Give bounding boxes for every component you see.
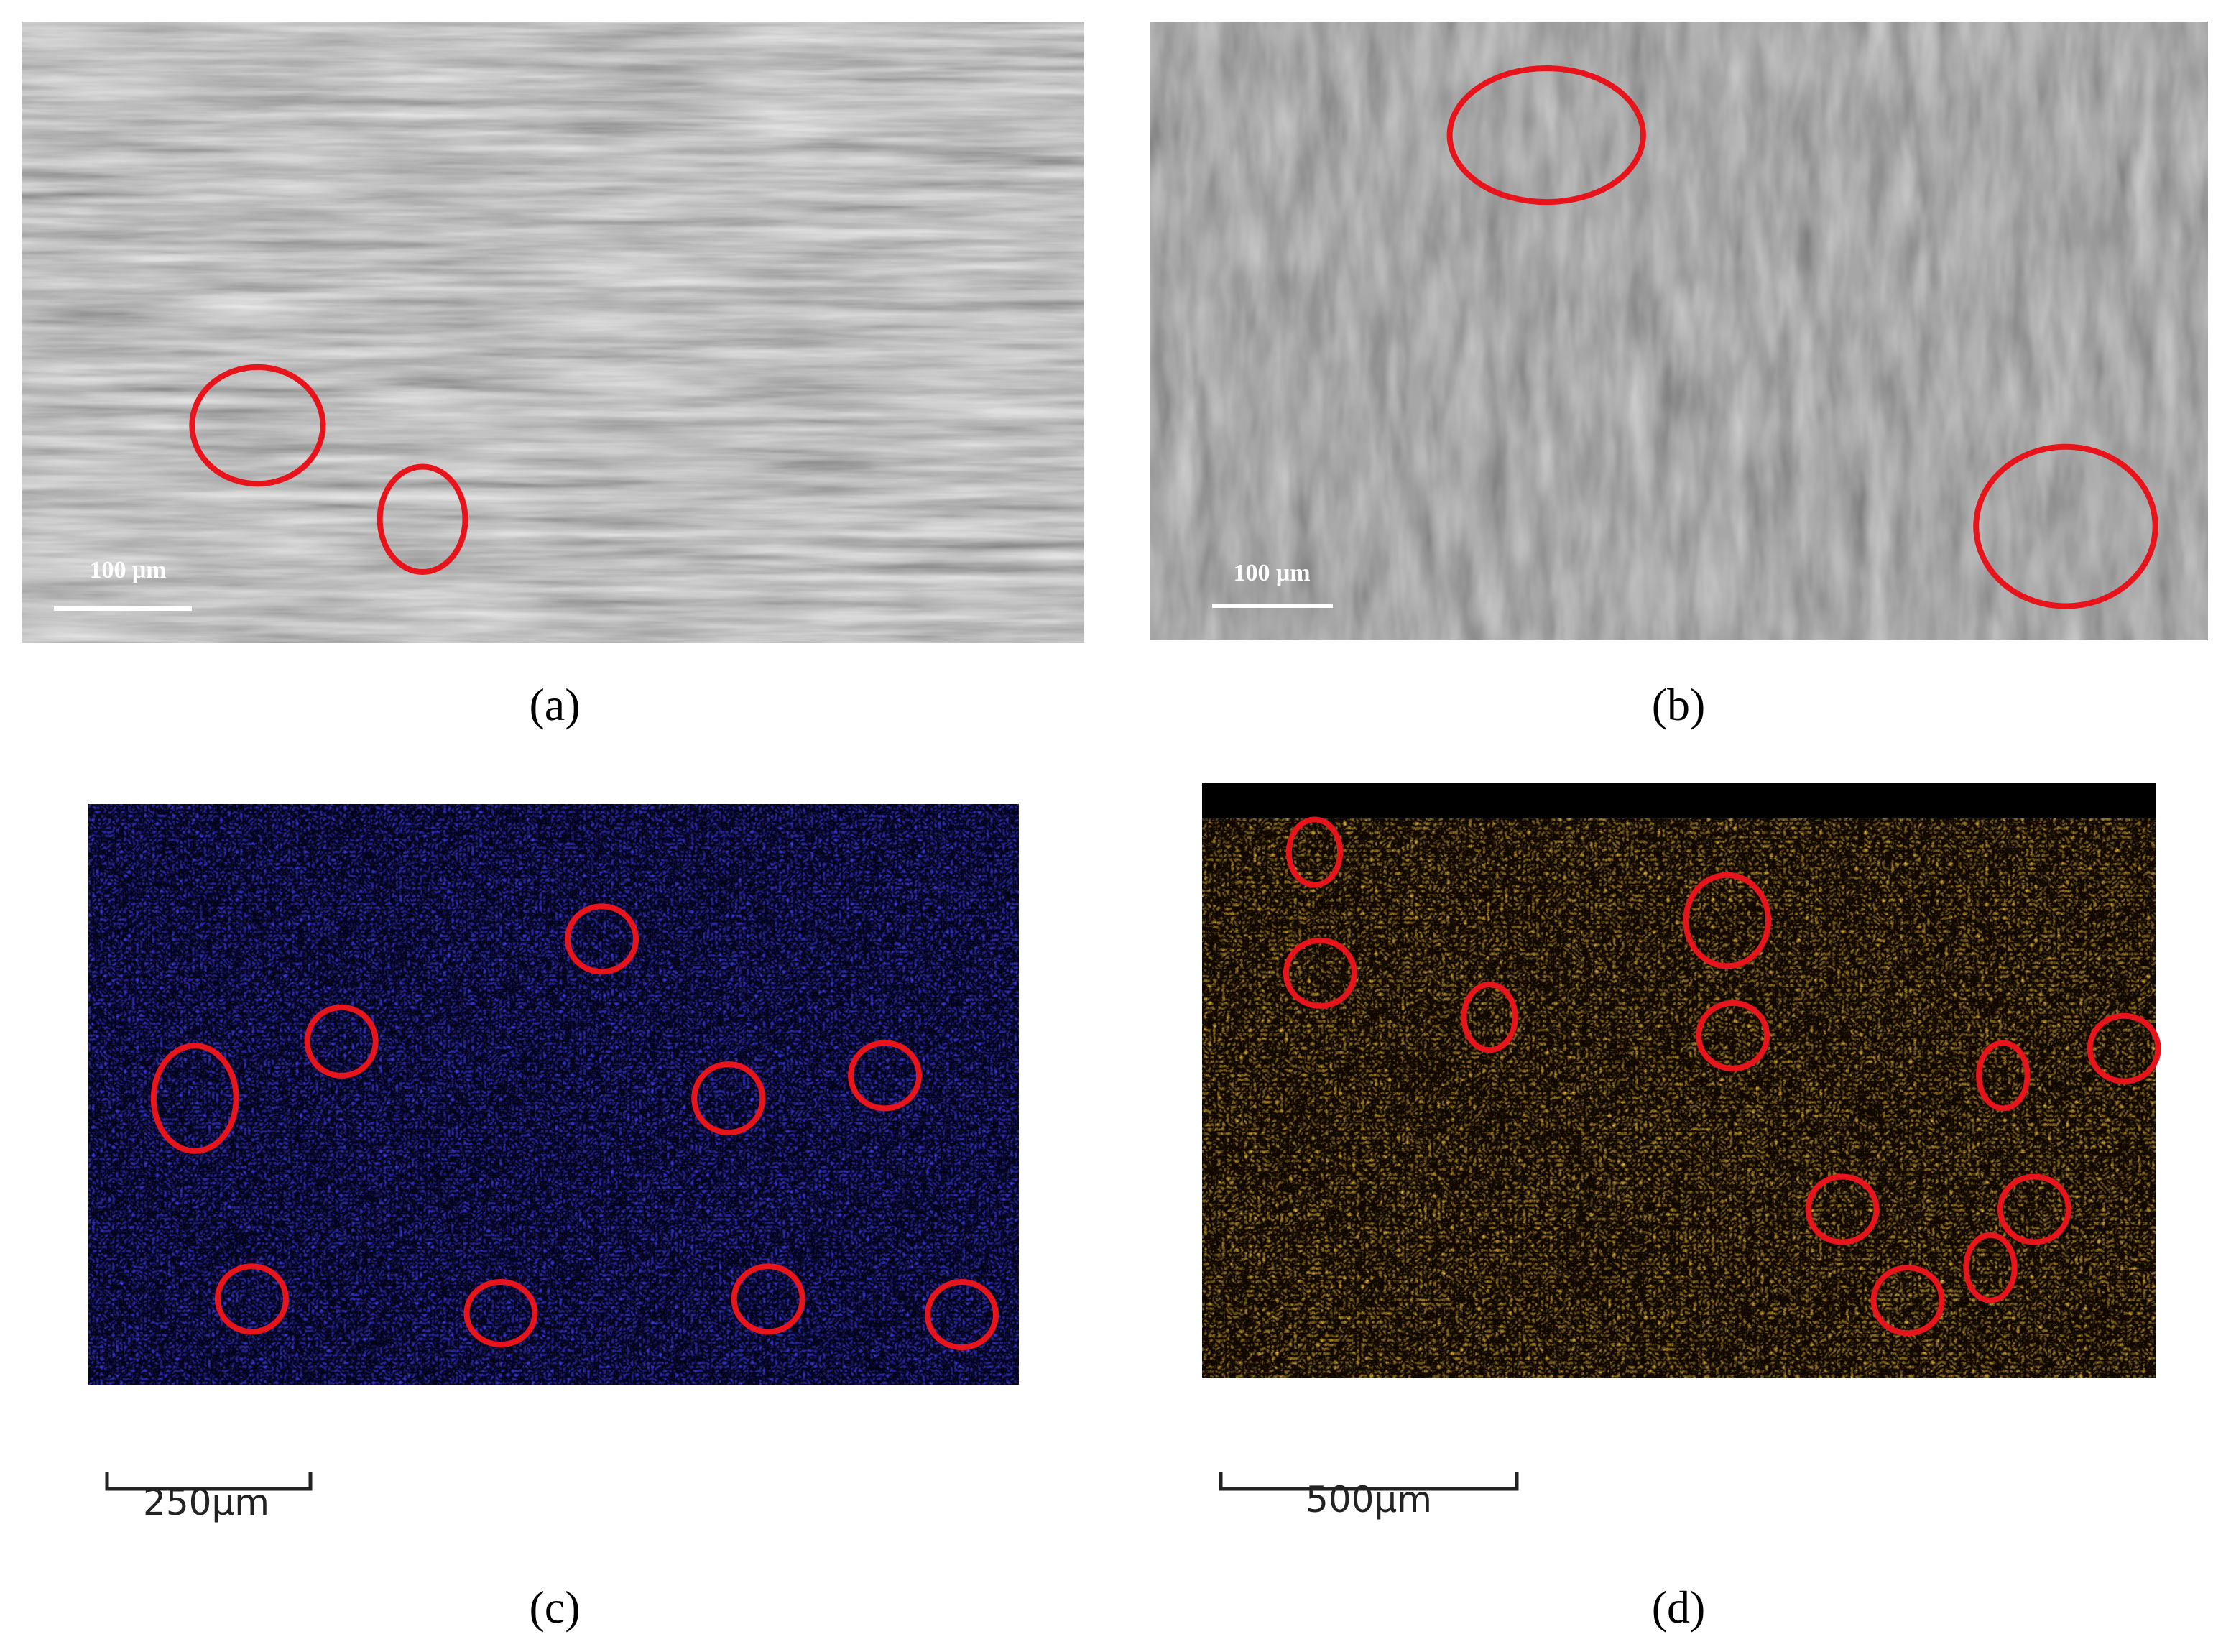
sem-texture [1150,22,2208,640]
panel-b: 100 μm (b) [1150,22,2208,730]
red-circle [924,1278,999,1351]
red-circle [1696,1000,1770,1071]
map-texture [1202,818,2156,1378]
red-circle [2087,1012,2161,1084]
red-circle [848,1040,923,1112]
red-circle [1446,65,1646,206]
red-circle [1283,937,1357,1009]
red-circle [1461,982,1518,1053]
red-circle [731,1263,805,1335]
panel-label: (d) [1652,1582,1706,1633]
red-circle [1973,443,2158,609]
map-texture [88,804,1019,1385]
red-circle [1997,1173,2071,1245]
scale-bar [1219,1472,1519,1491]
red-circle [150,1043,239,1154]
red-circle [1870,1265,1945,1337]
scale-label: 100 μm [89,557,166,583]
panel-label: (c) [529,1582,580,1633]
panel-c: 250μm (c) [88,804,1019,1633]
red-circle [1285,816,1344,888]
scale-bar [105,1472,313,1491]
red-circle [304,1004,379,1079]
panel-a: 100 μm (a) [22,22,1084,730]
panel-label: (a) [529,679,580,730]
scale-label: 100 μm [1233,560,1310,586]
red-circle [463,1278,538,1348]
map-band [1202,783,2156,818]
red-circle [1963,1232,2018,1303]
scale-label: 250μm [143,1482,269,1523]
red-circle [214,1263,289,1335]
scale-label: 500μm [1306,1479,1432,1521]
panel-label: (b) [1652,679,1706,730]
sem-texture [22,22,1084,643]
red-circle [1805,1173,1880,1245]
red-circle [377,463,468,575]
highlight-circles [150,65,2161,1351]
red-circle [1976,1040,2031,1112]
red-circle [1683,872,1772,969]
red-circle [691,1061,766,1136]
red-circle [565,903,639,975]
panel-d: 500μm (d) [1202,783,2156,1633]
red-circle [189,364,326,487]
